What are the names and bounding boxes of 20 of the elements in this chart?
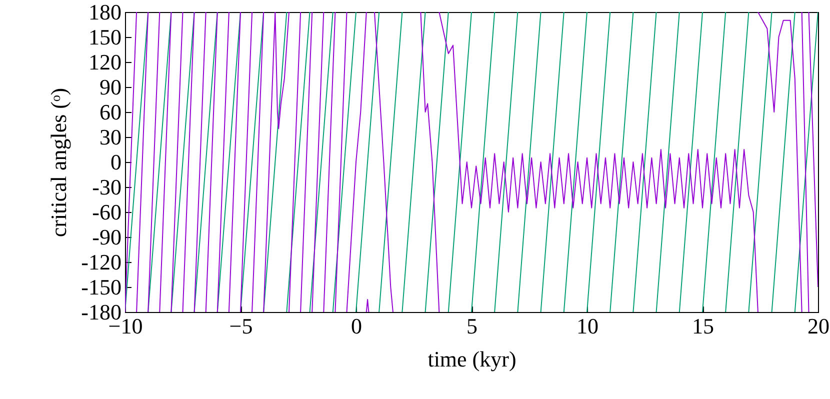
- y-tick-label: -90: [92, 224, 122, 250]
- x-tick-label: 15: [692, 314, 714, 338]
- y-tick-label: -60: [92, 200, 122, 224]
- x-tick-label: 20: [808, 314, 830, 338]
- x-tick-label: 10: [576, 314, 598, 338]
- y-tick-label: 0: [110, 150, 122, 174]
- y-tick-label: -150: [81, 274, 122, 300]
- y-tick-label: 150: [88, 24, 122, 50]
- x-axis-title: time (kyr): [428, 346, 516, 372]
- x-tick-label: 0: [351, 314, 362, 338]
- y-tick-label: -30: [92, 174, 122, 200]
- y-tick-label: 60: [100, 100, 122, 124]
- y-tick-label: 90: [100, 74, 122, 100]
- y-tick-label: 30: [100, 124, 122, 150]
- y-axis-title: critical angles (ᵒ): [46, 88, 72, 238]
- y-tick-label: 180: [88, 0, 122, 24]
- y-tick-label: 120: [88, 50, 122, 74]
- x-tick-label: −5: [229, 314, 253, 338]
- x-tick-label: 5: [466, 314, 478, 338]
- y-tick-label: -120: [81, 250, 122, 274]
